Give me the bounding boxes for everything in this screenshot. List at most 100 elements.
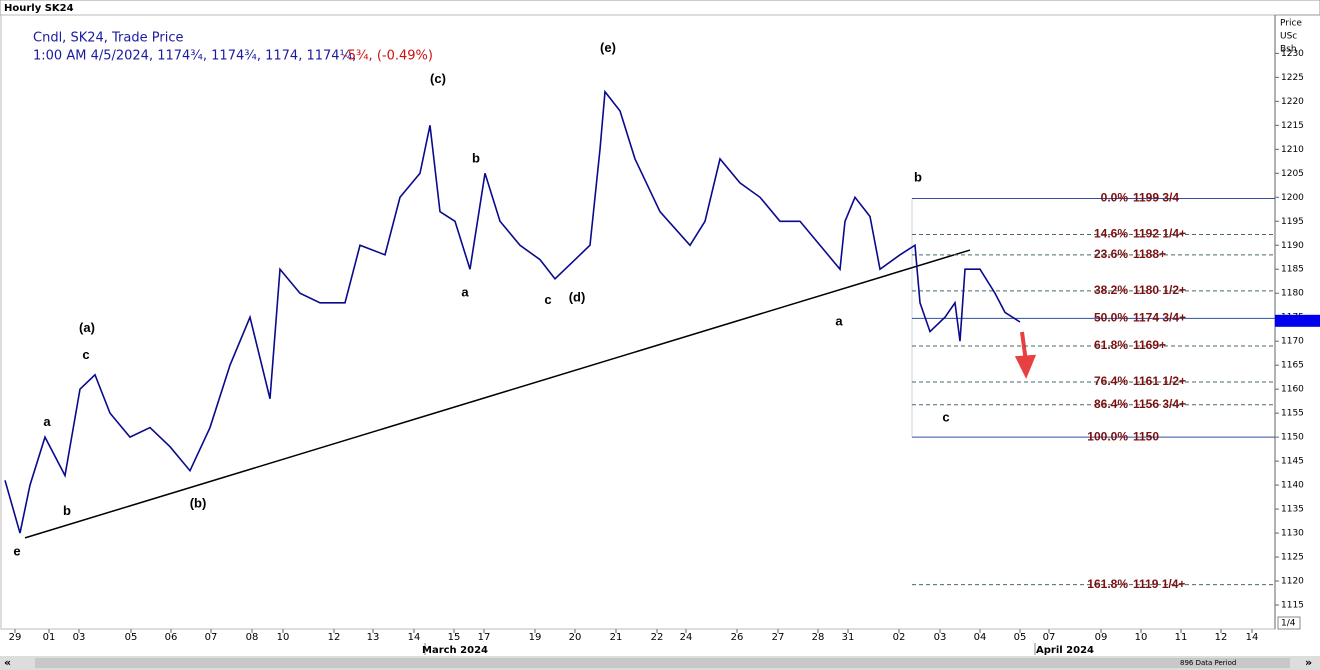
price-line xyxy=(4,89,1021,534)
wave-label: c xyxy=(544,292,551,307)
fib-pct: 38.2% xyxy=(1094,283,1128,297)
x-tick-label: 22 xyxy=(651,632,664,643)
y-tick-label: 1190 xyxy=(1281,241,1304,251)
month-label: April 2024 xyxy=(1036,645,1094,656)
x-tick-label: 21 xyxy=(610,632,623,643)
month-label: March 2024 xyxy=(422,645,488,656)
y-tick-label: 1210 xyxy=(1281,145,1304,155)
x-tick-label: 19 xyxy=(529,632,542,643)
fib-price: 1192 1/4+ xyxy=(1133,227,1186,241)
x-tick-label: 28 xyxy=(812,632,825,643)
y-tick-label: 1230 xyxy=(1281,49,1304,59)
wave-label: c xyxy=(82,347,89,362)
y-tick-label: 1135 xyxy=(1281,505,1304,515)
fib-pct: 100.0% xyxy=(1087,429,1128,443)
down-arrow xyxy=(1014,331,1037,379)
x-tick-label: 24 xyxy=(680,632,693,643)
x-tick-label: 04 xyxy=(974,632,987,643)
scale-note: 1/4 xyxy=(1281,619,1296,629)
x-tick-label: 07 xyxy=(205,632,218,643)
x-tick-label: 27 xyxy=(772,632,785,643)
y-tick-label: 1195 xyxy=(1281,217,1304,227)
fib-pct: 0.0% xyxy=(1101,191,1129,205)
y-tick-label: 1145 xyxy=(1281,457,1304,467)
title-bar xyxy=(0,0,1320,16)
wave-label: a xyxy=(43,414,51,429)
x-tick-label: 10 xyxy=(1135,632,1148,643)
trendline xyxy=(24,249,971,539)
x-tick-label: 02 xyxy=(893,632,906,643)
change: -5¾, (-0.49%) xyxy=(343,49,433,64)
fib-pct: 50.0% xyxy=(1094,311,1128,325)
wave-label: (d) xyxy=(569,289,586,304)
y-tick-label: 1200 xyxy=(1281,193,1304,203)
fib-price: 1174 3/4+ xyxy=(1133,311,1186,325)
wave-label: b xyxy=(914,170,922,185)
quote: 1:00 AM 4/5/2024, 1174¾, 1174¾, 1174, 11… xyxy=(33,49,356,64)
x-tick-label: 14 xyxy=(1246,632,1259,643)
x-tick-label: 29 xyxy=(9,632,22,643)
wave-label: e xyxy=(13,544,20,559)
axis-header: USc xyxy=(1280,32,1297,42)
window-title: Hourly SK24 xyxy=(4,3,74,14)
y-tick-label: 1185 xyxy=(1281,265,1304,275)
x-tick-label: 15 xyxy=(448,632,461,643)
wave-label: (c) xyxy=(430,71,446,86)
x-tick-label: 03 xyxy=(934,632,947,643)
fib-price: 1199 3/4 xyxy=(1133,191,1179,205)
x-tick-label: 14 xyxy=(408,632,421,643)
fib-pct: 86.4% xyxy=(1094,397,1128,411)
y-tick-label: 1155 xyxy=(1281,409,1304,419)
fib-price: 1180 1/2+ xyxy=(1133,283,1186,297)
wave-label: (a) xyxy=(79,320,95,335)
y-tick-label: 1140 xyxy=(1281,481,1304,491)
x-tick-label: 10 xyxy=(277,632,290,643)
fib-price: 1150 xyxy=(1133,429,1159,443)
fib-price: 1119 1/4+ xyxy=(1133,577,1185,591)
x-tick-label: 12 xyxy=(1215,632,1228,643)
x-tick-label: 31 xyxy=(842,632,855,643)
x-tick-label: 07 xyxy=(1043,632,1056,643)
last-price-marker xyxy=(1275,314,1320,327)
y-tick-label: 1120 xyxy=(1281,577,1304,587)
fib-price: 1156 3/4+ xyxy=(1133,397,1186,411)
x-tick-label: 08 xyxy=(246,632,259,643)
scale-box xyxy=(1277,616,1301,630)
scroll-right[interactable]: » xyxy=(1305,656,1312,669)
x-tick-label: 12 xyxy=(328,632,341,643)
y-tick-label: 1130 xyxy=(1281,529,1304,539)
scroll-thumb[interactable] xyxy=(35,658,1290,668)
fib-price: 1169+ xyxy=(1133,338,1166,352)
wave-label: b xyxy=(472,150,480,165)
fib-pct: 23.6% xyxy=(1094,247,1128,261)
fib-pct: 76.4% xyxy=(1094,374,1128,388)
x-tick-label: 09 xyxy=(1095,632,1108,643)
x-tick-label: 11 xyxy=(1175,632,1188,643)
y-tick-label: 1180 xyxy=(1281,289,1304,299)
y-tick-label: 1150 xyxy=(1281,433,1304,443)
scroll-left[interactable]: « xyxy=(4,656,11,669)
x-tick-label: 20 xyxy=(569,632,582,643)
fib-pct: 14.6% xyxy=(1094,227,1128,241)
y-tick-label: 1215 xyxy=(1281,121,1304,131)
legend-line: Cndl, SK24, Trade Price xyxy=(33,31,183,46)
wave-label: a xyxy=(835,313,843,328)
wave-label: b xyxy=(63,503,71,518)
fib-pct: 61.8% xyxy=(1094,338,1128,352)
fib-price: 1161 1/2+ xyxy=(1133,374,1186,388)
x-tick-label: 01 xyxy=(43,632,56,643)
y-tick-label: 1220 xyxy=(1281,97,1304,107)
x-tick-label: 13 xyxy=(367,632,380,643)
x-tick-label: 03 xyxy=(73,632,86,643)
x-tick-label: 06 xyxy=(165,632,178,643)
wave-label: (e) xyxy=(600,40,616,55)
wave-label: a xyxy=(461,285,469,300)
fib-pct: 161.8% xyxy=(1087,577,1128,591)
axis-header: Bsh xyxy=(1280,45,1297,55)
axis-header: Price xyxy=(1280,19,1302,29)
x-tick-label: 05 xyxy=(1014,632,1027,643)
x-tick-label: 05 xyxy=(125,632,138,643)
x-tick-label: 17 xyxy=(478,632,491,643)
